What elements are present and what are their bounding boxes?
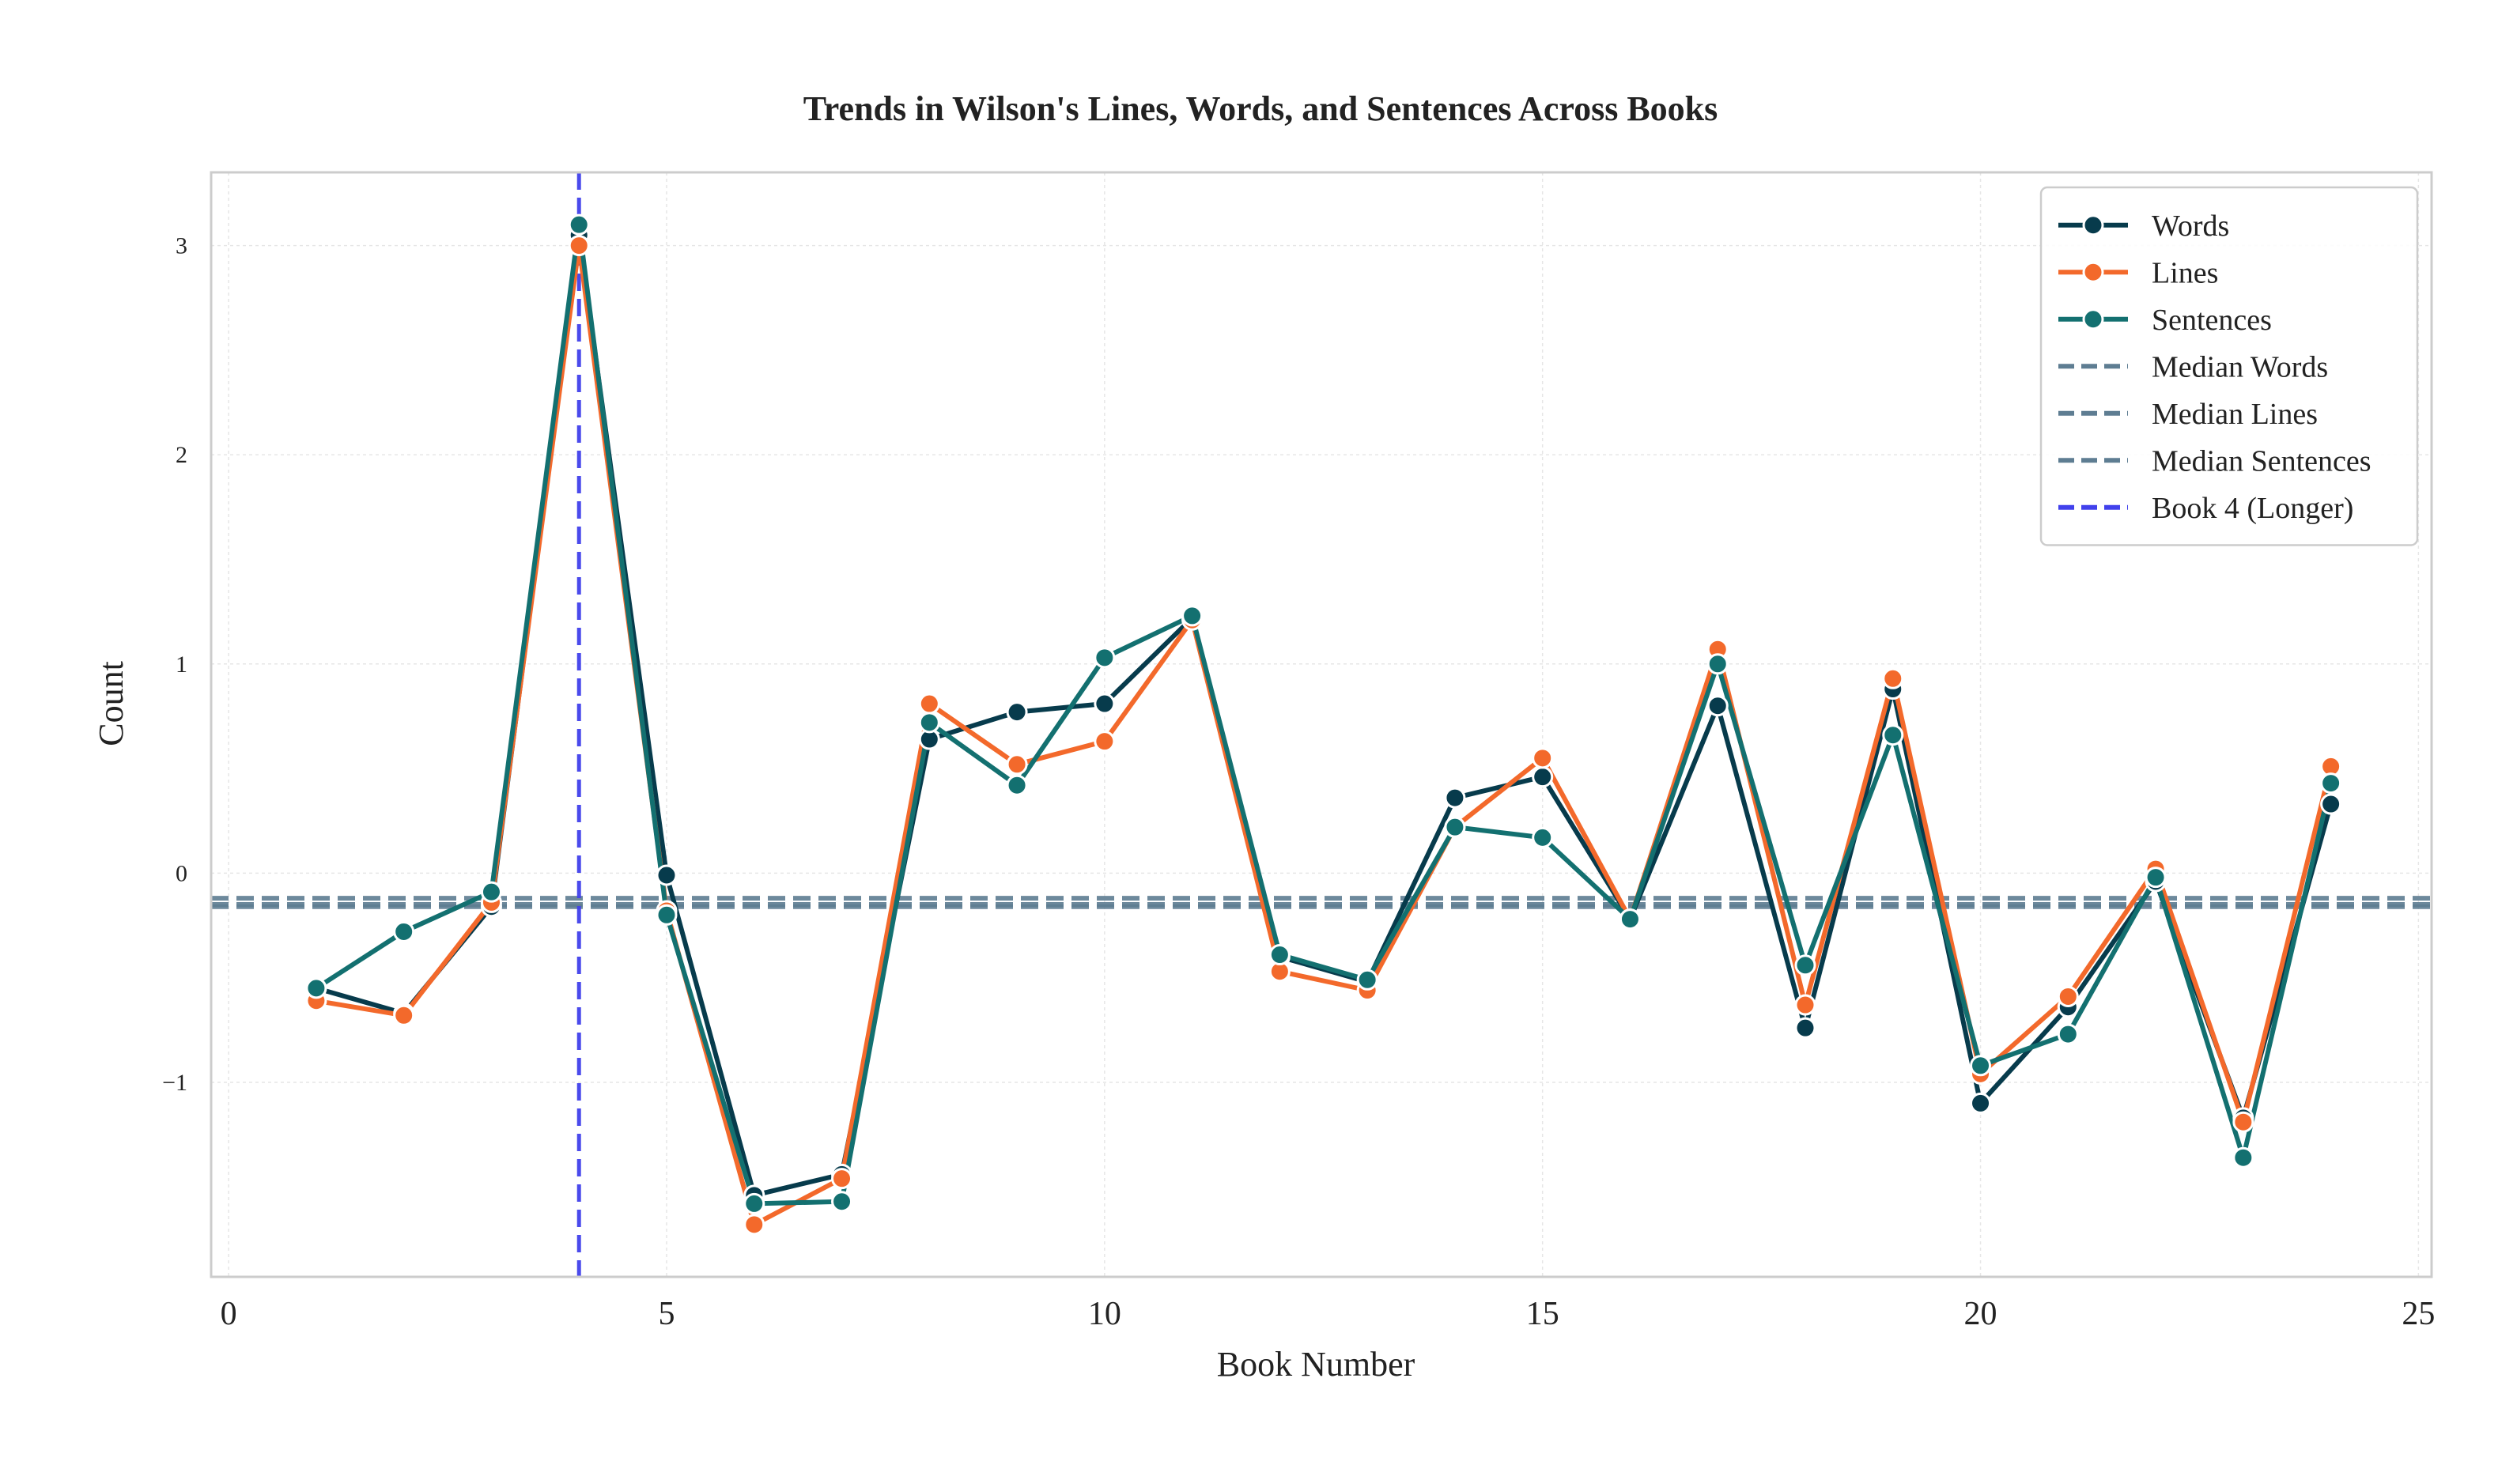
data-point-lines bbox=[1882, 667, 1904, 689]
legend-marker-lines bbox=[2082, 261, 2104, 283]
x-axis-ticks: 0 5 10 15 20 25 bbox=[221, 1296, 2436, 1332]
legend-marker-sentences bbox=[2082, 308, 2104, 330]
data-point-sentences bbox=[2320, 772, 2342, 795]
data-point-sentences bbox=[656, 904, 678, 926]
data-point-words bbox=[2320, 793, 2342, 815]
data-point-sentences bbox=[1970, 1055, 1992, 1077]
data-point-sentences bbox=[1181, 605, 1204, 627]
y-tick-label: 2 bbox=[176, 442, 187, 468]
data-point-sentences bbox=[2232, 1146, 2254, 1169]
data-point-words bbox=[1532, 766, 1554, 788]
data-point-words bbox=[1970, 1092, 1992, 1114]
y-tick-label: 0 bbox=[176, 860, 187, 886]
data-point-lines bbox=[918, 693, 940, 715]
data-point-lines bbox=[1532, 747, 1554, 769]
y-axis-label: Count bbox=[92, 661, 130, 746]
x-tick-label: 10 bbox=[1088, 1296, 1121, 1332]
x-tick-label: 0 bbox=[221, 1296, 237, 1332]
series-line-sentences bbox=[313, 222, 2334, 1206]
reference-lines bbox=[211, 172, 2432, 1277]
data-point-lines bbox=[568, 235, 590, 257]
x-tick-label: 5 bbox=[659, 1296, 675, 1332]
x-tick-label: 15 bbox=[1526, 1296, 1559, 1332]
data-point-words bbox=[656, 864, 678, 886]
data-point-sentences bbox=[743, 1192, 765, 1214]
legend-label-words: Words bbox=[2152, 210, 2229, 243]
data-point-sentences bbox=[1882, 724, 1904, 746]
legend-label-book-4-longer: Book 4 (Longer) bbox=[2152, 492, 2353, 525]
y-tick-label: 3 bbox=[176, 233, 187, 259]
legend-marker-words bbox=[2082, 214, 2104, 236]
data-point-sentences bbox=[1006, 774, 1028, 796]
x-tick-label: 20 bbox=[1964, 1296, 1997, 1332]
data-point-words bbox=[1706, 695, 1729, 717]
data-point-sentences bbox=[568, 213, 590, 236]
data-point-lines bbox=[743, 1214, 765, 1236]
data-point-sentences bbox=[918, 712, 940, 734]
chart-title: Trends in Wilson's Lines, Words, and Sen… bbox=[803, 89, 1718, 128]
data-point-sentences bbox=[1094, 647, 1116, 669]
data-point-lines bbox=[393, 1004, 415, 1026]
data-point-sentences bbox=[1532, 826, 1554, 848]
legend-label-median-lines: Median Lines bbox=[2152, 398, 2318, 431]
data-point-sentences bbox=[1794, 954, 1816, 976]
legend-label-median-sentences: Median Sentences bbox=[2152, 444, 2371, 478]
data-point-sentences bbox=[480, 881, 502, 903]
legend-label-median-words: Median Words bbox=[2152, 350, 2328, 383]
y-axis-ticks: −1 0 1 2 3 bbox=[162, 233, 187, 1096]
data-point-words bbox=[1094, 693, 1116, 715]
data-point-sentences bbox=[1268, 944, 1291, 966]
data-point-lines bbox=[1006, 753, 1028, 776]
legend-label-lines: Lines bbox=[2152, 256, 2218, 289]
data-point-lines bbox=[1094, 731, 1116, 753]
data-point-sentences bbox=[393, 920, 415, 942]
series-markers bbox=[305, 213, 2342, 1236]
data-point-lines bbox=[831, 1168, 853, 1190]
series-lines bbox=[313, 222, 2334, 1227]
data-point-words bbox=[1444, 787, 1466, 809]
legend-label-sentences: Sentences bbox=[2152, 304, 2272, 337]
data-point-sentences bbox=[2057, 1023, 2079, 1045]
data-point-lines bbox=[1794, 994, 1816, 1016]
data-point-sentences bbox=[1619, 908, 1641, 931]
data-point-words bbox=[1794, 1017, 1816, 1039]
legend-box bbox=[2039, 186, 2419, 546]
plot-frame bbox=[210, 171, 2433, 1278]
legend: Words Lines Sentences Median Words Median Li… bbox=[2039, 186, 2419, 546]
data-point-sentences bbox=[305, 977, 327, 999]
data-point-sentences bbox=[1444, 816, 1466, 838]
data-point-sentences bbox=[831, 1191, 853, 1213]
x-tick-label: 25 bbox=[2402, 1296, 2435, 1332]
y-tick-label: 1 bbox=[176, 651, 187, 678]
data-point-lines bbox=[2057, 985, 2079, 1007]
data-point-sentences bbox=[1356, 969, 1378, 991]
data-point-words bbox=[1006, 701, 1028, 723]
data-point-sentences bbox=[2145, 867, 2167, 889]
data-point-sentences bbox=[1706, 653, 1729, 675]
y-tick-label: −1 bbox=[162, 1070, 187, 1096]
data-point-lines bbox=[2232, 1111, 2254, 1133]
x-axis-label: Book Number bbox=[1217, 1345, 1415, 1384]
